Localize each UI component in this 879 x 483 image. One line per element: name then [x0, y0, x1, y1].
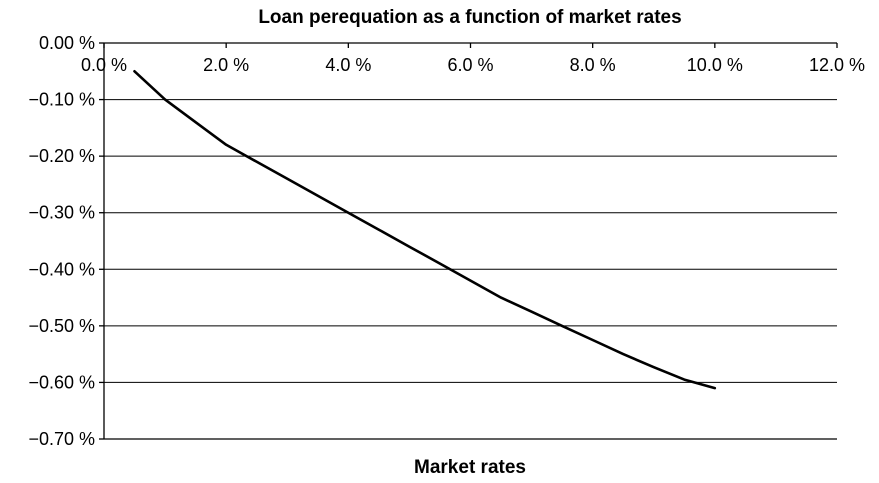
y-tick-label: −0.20 %: [28, 146, 95, 166]
x-tick-label: 6.0 %: [447, 55, 493, 75]
series-line-0: [133, 70, 717, 390]
y-tick-label: −0.40 %: [28, 259, 95, 279]
x-tick-label: 2.0 %: [203, 55, 249, 75]
y-tick-label: 0.00 %: [39, 33, 95, 53]
y-tick-label: −0.10 %: [28, 90, 95, 110]
x-tick-label: 0.0 %: [81, 55, 127, 75]
y-axis-ticks: 0.00 % −0.10 % −0.20 % −0.30 % −0.40 % −0.50 …: [28, 33, 104, 449]
y-tick-label: −0.70 %: [28, 429, 95, 449]
x-axis-label: Market rates: [414, 457, 526, 478]
series-layer: [133, 70, 717, 390]
y-tick-label: −0.60 %: [28, 372, 95, 392]
chart-title: Loan perequation as a function of market…: [258, 7, 681, 28]
x-tick-label: 10.0 %: [687, 55, 743, 75]
x-tick-label: 4.0 %: [325, 55, 371, 75]
x-axis-ticks: 0.0 % 2.0 % 4.0 % 6.0 % 8.0 % 10.0 % 12.0 %: [81, 43, 865, 75]
x-tick-label: 12.0 %: [809, 55, 865, 75]
y-tick-label: −0.50 %: [28, 316, 95, 336]
y-tick-label: −0.30 %: [28, 203, 95, 223]
grid-lines: [104, 99, 837, 383]
axes: [103, 42, 837, 440]
x-tick-label: 8.0 %: [570, 55, 616, 75]
